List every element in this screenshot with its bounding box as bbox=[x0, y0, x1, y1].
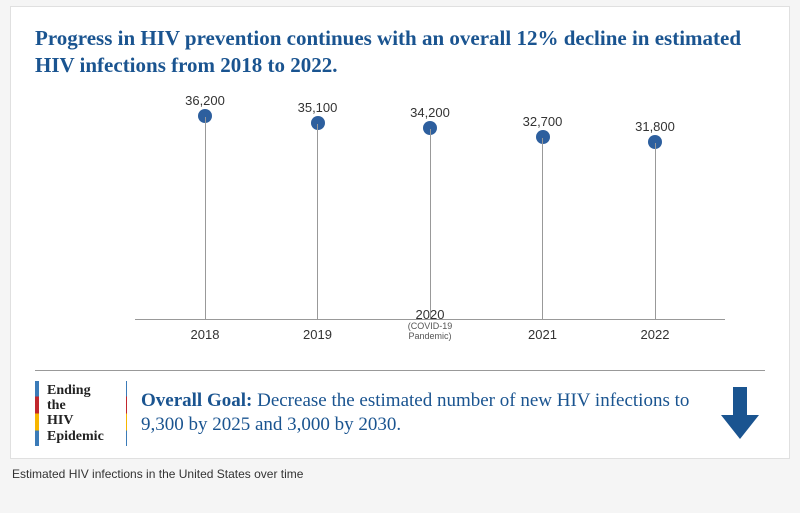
value-label: 32,700 bbox=[523, 114, 563, 129]
goal-text: Overall Goal: Decrease the estimated num… bbox=[135, 389, 713, 438]
data-point-2022: 31,800 2022 bbox=[615, 90, 695, 350]
logo-line-2: the bbox=[47, 398, 116, 413]
data-point-2020: 34,200 2020(COVID-19 Pandemic) bbox=[390, 90, 470, 350]
infographic-card: Progress in HIV prevention continues wit… bbox=[10, 6, 790, 459]
stem-line bbox=[317, 124, 318, 320]
x-tick-label: 2019 bbox=[278, 327, 358, 342]
chart-title: Progress in HIV prevention continues wit… bbox=[35, 25, 765, 80]
down-arrow-icon bbox=[715, 383, 765, 443]
logo-line-4: Epidemic bbox=[47, 429, 116, 444]
value-label: 34,200 bbox=[410, 105, 450, 120]
logo-line-1: Ending bbox=[47, 383, 116, 398]
goal-label: Overall Goal: bbox=[141, 390, 252, 411]
value-label: 35,100 bbox=[298, 100, 338, 115]
data-point-2021: 32,700 2021 bbox=[503, 90, 583, 350]
value-label: 31,800 bbox=[635, 119, 675, 134]
x-tick-label: 2018 bbox=[165, 327, 245, 342]
x-tick-label: 2022 bbox=[615, 327, 695, 342]
stem-line bbox=[205, 117, 206, 319]
x-tick-label: 2020(COVID-19 Pandemic) bbox=[390, 307, 470, 342]
data-point-2019: 35,100 2019 bbox=[278, 90, 358, 350]
figure-caption: Estimated HIV infections in the United S… bbox=[12, 467, 800, 481]
ehe-logo: Ending the HIV Epidemic bbox=[35, 381, 127, 447]
stem-line bbox=[430, 129, 431, 320]
x-tick-label: 2021 bbox=[503, 327, 583, 342]
x-tick-sublabel: (COVID-19 Pandemic) bbox=[390, 322, 470, 342]
logo-line-3: HIV bbox=[47, 413, 116, 428]
lollipop-chart: 36,200 2018 35,100 2019 34,200 2020(COVID-19 … bbox=[135, 90, 725, 350]
stem-line bbox=[655, 143, 656, 320]
goal-section: Ending the HIV Epidemic Overall Goal: De… bbox=[35, 370, 765, 447]
data-point-2018: 36,200 2018 bbox=[165, 90, 245, 350]
stem-line bbox=[542, 138, 543, 320]
value-label: 36,200 bbox=[185, 93, 225, 108]
